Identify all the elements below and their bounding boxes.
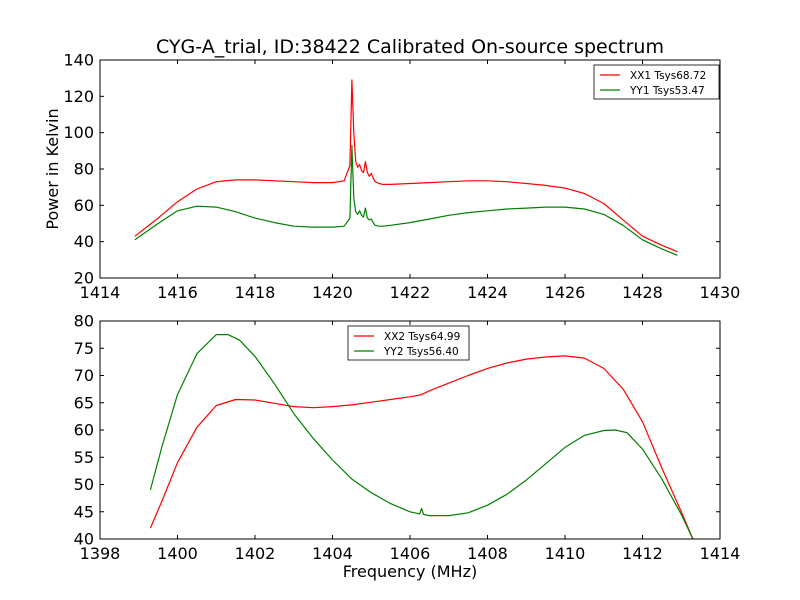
- x-tick-label: 1414: [80, 283, 121, 302]
- x-tick-label: 1426: [545, 283, 586, 302]
- y-tick-label: 60: [74, 196, 94, 215]
- x-tick-label: 1408: [467, 544, 508, 563]
- y-tick-label: 55: [74, 448, 94, 467]
- y-tick-label: 50: [74, 475, 94, 494]
- x-tick-label: 1418: [235, 283, 276, 302]
- legend-label: XX1 Tsys68.72: [630, 70, 706, 82]
- legend: XX1 Tsys68.72 YY1 Tsys53.47: [593, 64, 720, 100]
- legend: XX2 Tsys64.99 YY2 Tsys56.40: [347, 325, 470, 361]
- x-tick-label: 1416: [157, 283, 198, 302]
- legend-box: [347, 325, 470, 361]
- legend-label: XX2 Tsys64.99: [384, 331, 460, 343]
- y-tick-label: 45: [74, 502, 94, 521]
- series-line-1-1: [149, 334, 694, 540]
- legend-label: YY2 Tsys56.40: [383, 346, 459, 358]
- y-tick-label: 120: [63, 87, 94, 106]
- y-tick-label: 100: [63, 123, 94, 142]
- x-tick-label: 1400: [157, 544, 198, 563]
- x-tick-label: 1424: [467, 283, 508, 302]
- x-tick-label: 1404: [312, 544, 353, 563]
- x-tick-label: 1398: [80, 544, 121, 563]
- y-tick-label: 140: [63, 51, 94, 70]
- y-tick-label: 40: [74, 232, 94, 251]
- top-y-axis-label: Power in Kelvin: [43, 108, 62, 229]
- y-tick-label: 20: [74, 269, 94, 288]
- legend-label: YY1 Tsys53.47: [629, 85, 705, 97]
- x-tick-label: 1414: [700, 544, 741, 563]
- bottom-x-axis-label: Frequency (MHz): [343, 562, 477, 581]
- x-tick-label: 1428: [622, 283, 663, 302]
- x-tick-label: 1412: [622, 544, 663, 563]
- y-tick-label: 40: [74, 530, 94, 549]
- x-tick-label: 1420: [312, 283, 353, 302]
- bottom-spectrum-plot: 1398 1400 1402 1404 1406 1408 1410 1412 1414 40 45…: [74, 312, 741, 564]
- top-spectrum-plot: 1414 1416 1418 1420 1422 1424 1426 1428 1430 20 40…: [63, 51, 740, 303]
- x-tick-label: 1422: [390, 283, 431, 302]
- x-tick-label: 1430: [700, 283, 741, 302]
- series-line-0-0: [134, 79, 678, 253]
- series-line-1-0: [149, 355, 694, 540]
- x-tick-label: 1402: [235, 544, 276, 563]
- y-tick-label: 80: [74, 312, 94, 331]
- y-tick-label: 70: [74, 366, 94, 385]
- y-tick-label: 60: [74, 421, 94, 440]
- y-tick-label: 65: [74, 393, 94, 412]
- x-tick-label: 1410: [545, 544, 586, 563]
- y-tick-label: 75: [74, 339, 94, 358]
- chart-title: CYG-A_trial, ID:38422 Calibrated On-sour…: [156, 36, 664, 58]
- y-tick-label: 80: [74, 160, 94, 179]
- x-tick-label: 1406: [390, 544, 431, 563]
- series-line-0-1: [134, 144, 678, 256]
- legend-box: [593, 64, 720, 100]
